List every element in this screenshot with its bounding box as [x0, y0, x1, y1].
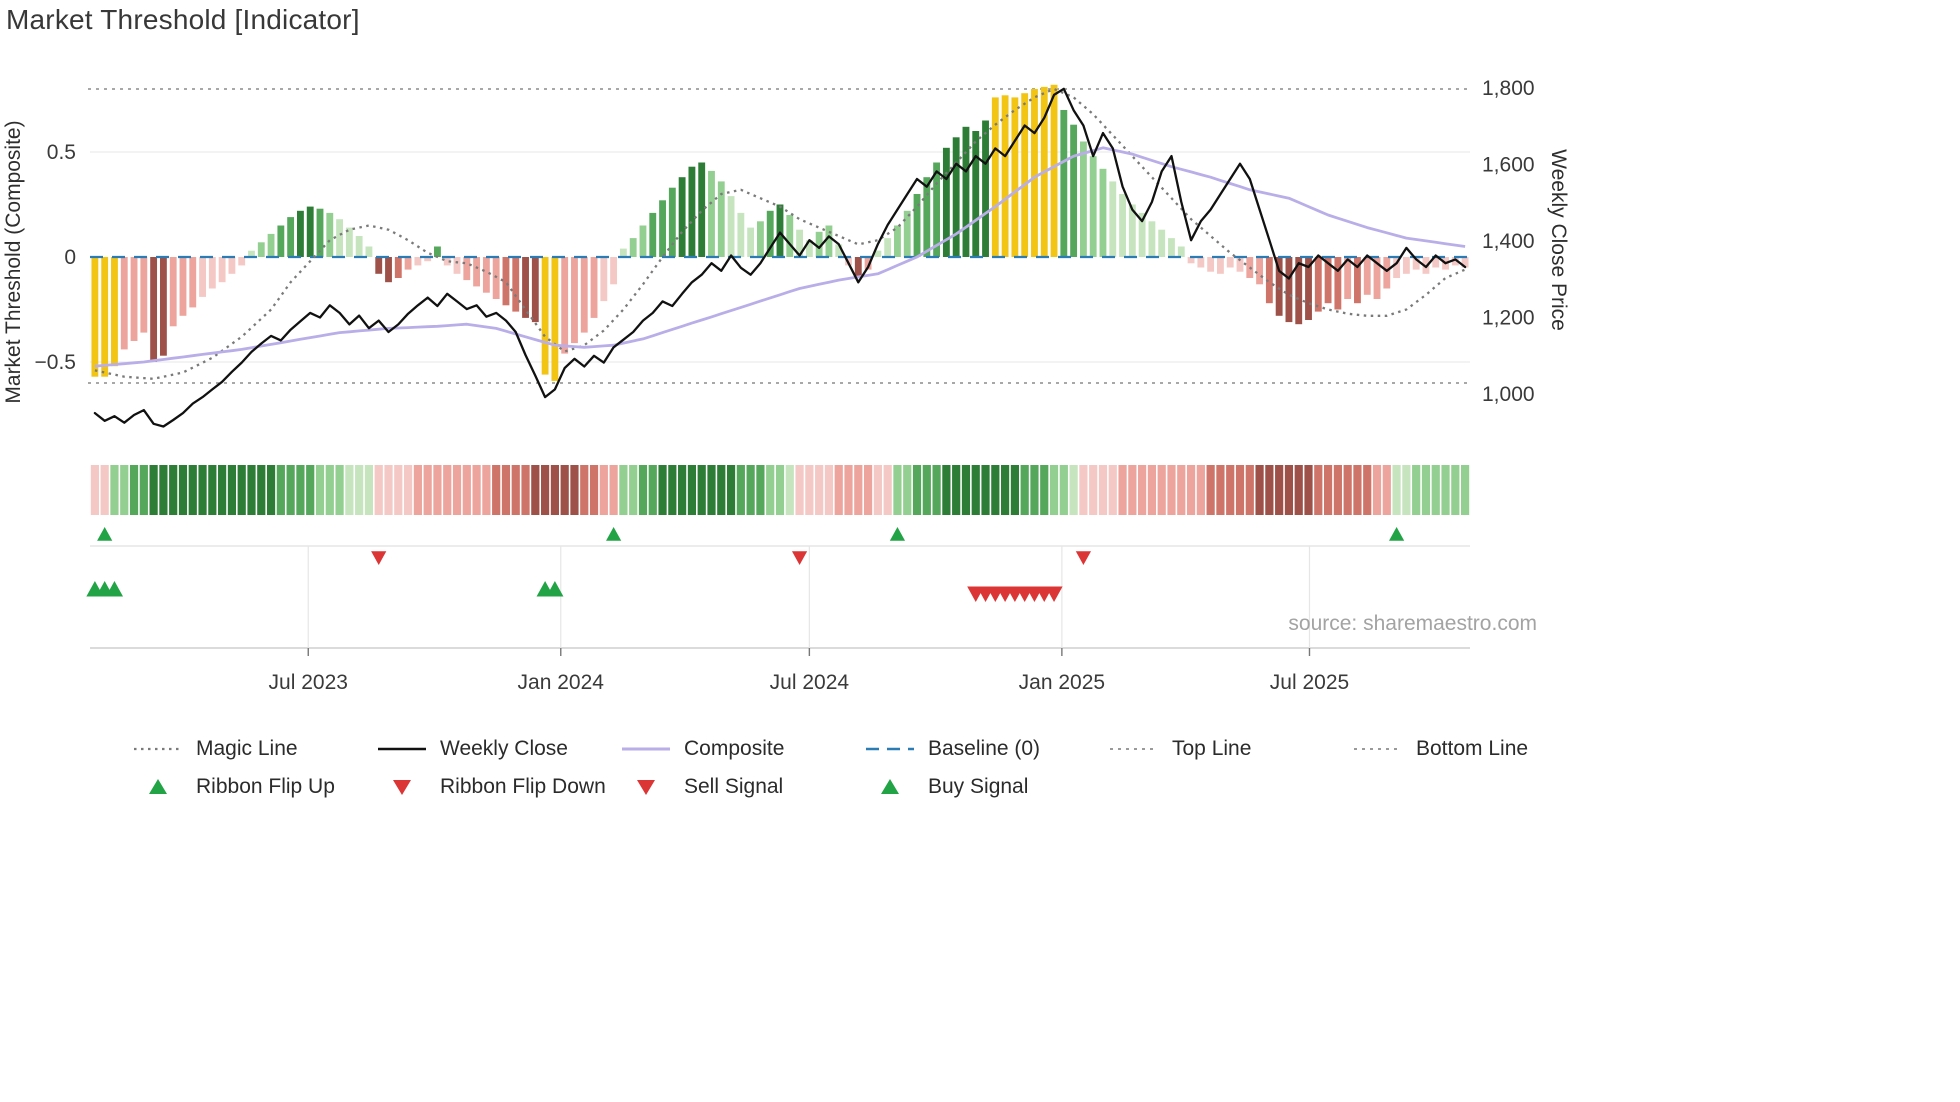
legend-label: Top Line: [1172, 737, 1252, 760]
svg-text:−0.5: −0.5: [35, 351, 76, 374]
dashed-line-icon: [1110, 748, 1158, 750]
solid-line-icon: [622, 747, 670, 751]
page-title: Market Threshold [Indicator]: [6, 4, 360, 35]
legend-label: Weekly Close: [440, 737, 568, 760]
legend-item-weekly-close: Weekly Close: [376, 737, 620, 761]
legend-label: Ribbon Flip Up: [196, 775, 335, 798]
chart-legend: Magic Line Weekly Close Composite Baseli…: [132, 737, 1596, 799]
legend-item-composite: Composite: [620, 737, 864, 761]
svg-text:1,600: 1,600: [1482, 154, 1535, 177]
ribbon-flip-up-markers: [97, 527, 1405, 541]
legend-item-baseline: Baseline (0): [864, 737, 1108, 761]
svg-text:0: 0: [64, 246, 76, 269]
top-bottom-lines: [88, 88, 1472, 384]
axis-labels: 0.5 0 −0.5 1,800 1,600 1,400 1,200 1,000 Jul 202…: [2, 77, 1570, 694]
legend-item-buy-signal: Buy Signal: [864, 775, 1108, 799]
legend-item-magic-line: Magic Line: [132, 737, 376, 761]
svg-text:Market Threshold (Composite): Market Threshold (Composite): [2, 120, 25, 403]
legend-label: Bottom Line: [1416, 737, 1529, 760]
legend-item-ribbon-flip-down: Ribbon Flip Down: [376, 775, 620, 799]
weekly-close-line: [93, 87, 1467, 428]
svg-text:1,800: 1,800: [1482, 77, 1535, 100]
sell-signal-markers: [967, 586, 1063, 602]
svg-text:Jan 2024: Jan 2024: [518, 671, 605, 694]
magic-line: [94, 87, 1466, 380]
svg-text:Weekly Close Price: Weekly Close Price: [1547, 149, 1570, 331]
legend-label: Magic Line: [196, 737, 298, 760]
plot-gridlines: [90, 151, 1470, 363]
threshold-bars: [91, 84, 1469, 381]
svg-text:Jul 2025: Jul 2025: [1270, 671, 1349, 694]
solid-line-icon: [378, 747, 426, 751]
buy-signal-markers: [86, 581, 564, 597]
legend-label: Baseline (0): [928, 737, 1041, 760]
dotted-line-icon: [134, 747, 182, 751]
svg-text:1,400: 1,400: [1482, 230, 1535, 253]
legend-label: Composite: [684, 737, 785, 760]
market-threshold-chart: 0.5 0 −0.5 1,800 1,600 1,400 1,200 1,000 Jul 202…: [2, 77, 1570, 694]
ribbon-strip: [90, 465, 1470, 515]
legend-label: Buy Signal: [928, 775, 1029, 798]
legend-item-bottom-line: Bottom Line: [1352, 737, 1596, 761]
legend-item-sell-signal: Sell Signal: [620, 775, 864, 799]
svg-text:1,200: 1,200: [1482, 307, 1535, 330]
svg-text:Jul 2024: Jul 2024: [770, 671, 850, 694]
legend-label: Ribbon Flip Down: [440, 775, 606, 798]
triangle-up-icon: [881, 779, 899, 794]
composite-line: [94, 146, 1466, 368]
triangle-up-icon: [149, 779, 167, 794]
legend-label: Sell Signal: [684, 775, 784, 798]
dashed-line-icon: [866, 747, 914, 751]
svg-text:Jan 2025: Jan 2025: [1019, 671, 1105, 694]
source-attribution: source: sharemaestro.com: [1288, 612, 1537, 635]
legend-item-ribbon-flip-up: Ribbon Flip Up: [132, 775, 376, 799]
svg-text:Jul 2023: Jul 2023: [269, 671, 348, 694]
svg-text:1,000: 1,000: [1482, 383, 1535, 406]
dashed-line-icon: [1354, 748, 1402, 750]
legend-item-top-line: Top Line: [1108, 737, 1352, 761]
svg-text:0.5: 0.5: [47, 141, 76, 164]
triangle-down-icon: [393, 780, 411, 795]
signals-panel: [90, 545, 1470, 656]
ribbon-flip-down-markers: [371, 551, 1092, 565]
triangle-down-icon: [637, 780, 655, 795]
